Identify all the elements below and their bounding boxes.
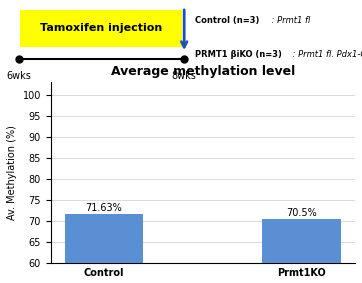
Text: : Prmt1 fl: : Prmt1 fl bbox=[269, 16, 310, 25]
Text: 70.5%: 70.5% bbox=[286, 208, 317, 218]
Bar bbox=[64, 214, 143, 283]
Text: 71.63%: 71.63% bbox=[86, 203, 122, 213]
FancyBboxPatch shape bbox=[20, 10, 182, 47]
Text: 8wks: 8wks bbox=[172, 72, 197, 82]
Text: Tamoxifen injection: Tamoxifen injection bbox=[40, 23, 163, 33]
Text: Control (n=3): Control (n=3) bbox=[195, 16, 260, 25]
Bar bbox=[262, 219, 341, 283]
Text: : Prmt1 fl. Pdx1-CreER: : Prmt1 fl. Pdx1-CreER bbox=[290, 50, 362, 59]
Text: PRMT1 βiKO (n=3): PRMT1 βiKO (n=3) bbox=[195, 50, 282, 59]
Title: Average methylation level: Average methylation level bbox=[111, 65, 295, 78]
Text: 6wks: 6wks bbox=[6, 72, 31, 82]
Y-axis label: Av. Methylation (%): Av. Methylation (%) bbox=[7, 125, 17, 220]
